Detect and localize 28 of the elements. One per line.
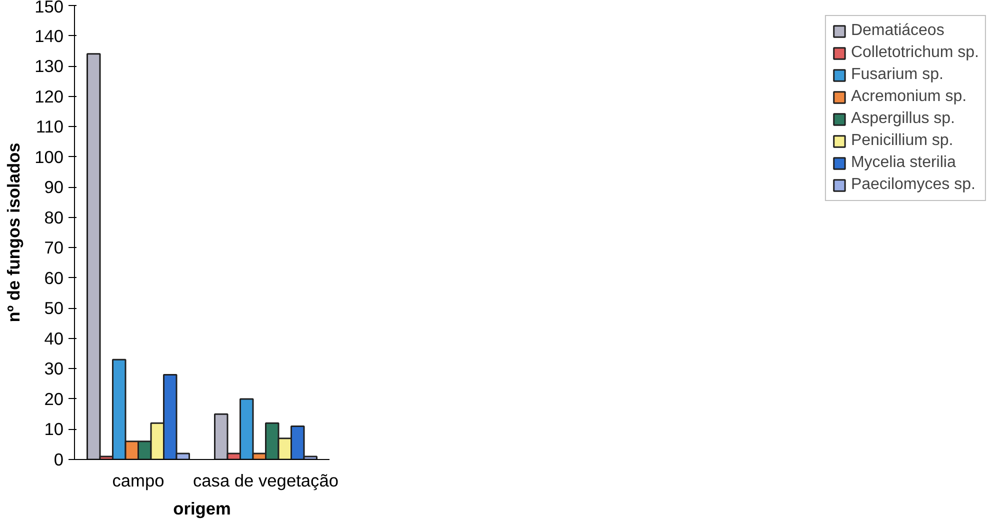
- x-axis-title: origem: [173, 498, 231, 518]
- x-tick-label: casa de vegetação: [193, 470, 338, 490]
- legend-label: Penicillium sp.: [850, 132, 954, 150]
- y-tick-label: 150: [34, 0, 64, 16]
- y-tick-label: 130: [34, 56, 64, 76]
- legend-label: Aspergillus sp.: [850, 110, 955, 128]
- legend-label: Acremonium sp.: [850, 88, 967, 106]
- y-tick-label: 40: [44, 328, 64, 348]
- y-tick-label: 30: [44, 358, 64, 379]
- y-axis-title: nº de fungos isolados: [4, 142, 24, 322]
- y-tick-label: 90: [44, 177, 64, 198]
- y-tick-label: 0: [54, 450, 64, 470]
- y-tick-label: 50: [44, 298, 64, 318]
- legend-label: Paecilomyces sp.: [850, 176, 976, 194]
- legend-label: Colletotrichum sp.: [850, 44, 979, 62]
- y-tick-label: 110: [36, 116, 64, 137]
- y-tick-label: 10: [44, 419, 64, 440]
- legend-label: Fusarium sp.: [850, 66, 944, 84]
- x-tick-label: campo: [112, 470, 164, 490]
- legend-label: Mycelia sterilia: [850, 154, 956, 172]
- legend-label: Dematiáceos: [850, 22, 944, 40]
- y-tick-label: 20: [44, 388, 64, 409]
- y-tick-label: 60: [44, 268, 64, 288]
- y-tick-label: 140: [34, 26, 64, 46]
- y-tick-label: 80: [44, 207, 64, 228]
- y-tick-label: 70: [44, 238, 64, 258]
- y-tick-label: 120: [34, 86, 64, 106]
- y-tick-label: 100: [34, 146, 64, 167]
